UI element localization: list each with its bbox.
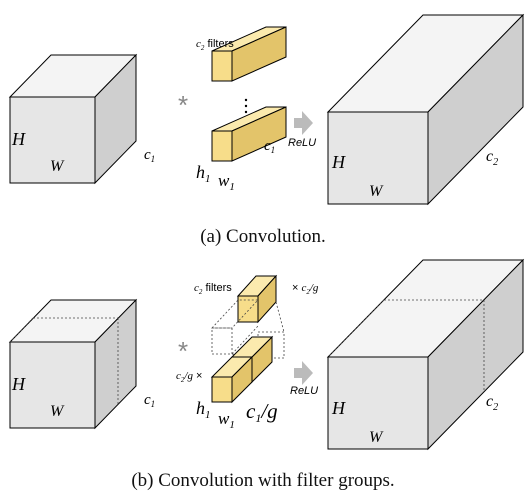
filter-width-label: w1 bbox=[218, 171, 235, 193]
output-block-b: H W c2 bbox=[326, 258, 525, 451]
output-width-label: W bbox=[369, 429, 384, 446]
convolution-operator-b: * bbox=[178, 336, 188, 366]
input-block-a: H W c1 bbox=[8, 53, 155, 185]
output-channels-label: c2 bbox=[486, 393, 498, 413]
output-width-label: W bbox=[369, 183, 384, 200]
output-channels-label: c2 bbox=[486, 148, 498, 168]
relu-arrow-a: ReLU bbox=[288, 111, 316, 149]
input-height-label: H bbox=[11, 129, 26, 149]
filter-stack-a: c2 filters h1 w1 c1 bbox=[196, 26, 287, 193]
panel-a: H W c1 * c2 filters h1 w1 c1 bbox=[8, 13, 525, 247]
output-block-a: H W c2 bbox=[326, 13, 525, 206]
relu-label-a: ReLU bbox=[288, 137, 316, 149]
output-height-label: H bbox=[331, 152, 346, 172]
filter-count-label: c2 filters bbox=[194, 282, 232, 296]
relu-arrow-b: ReLU bbox=[290, 361, 318, 397]
input-width-label: W bbox=[50, 158, 65, 175]
input-height-label: H bbox=[11, 374, 26, 394]
filter-height-label: h1 bbox=[196, 162, 211, 185]
input-block-b: H W c1 bbox=[8, 298, 155, 430]
caption-a: (a) Convolution. bbox=[200, 226, 326, 247]
filter-depth-label: c1/g bbox=[246, 399, 278, 425]
convolution-operator-a: * bbox=[178, 90, 188, 120]
filter-width-label: w1 bbox=[218, 409, 235, 431]
input-channels-label: c1 bbox=[144, 392, 155, 409]
filter-depth-label: c1 bbox=[264, 138, 275, 155]
group-multiplier-left: c2/g × bbox=[176, 370, 202, 384]
caption-b: (b) Convolution with filter groups. bbox=[131, 470, 394, 491]
group-multiplier-top: × c2/g bbox=[292, 282, 319, 296]
relu-label-b: ReLU bbox=[290, 385, 318, 397]
filter-height-label: h1 bbox=[196, 398, 211, 421]
filter-count-label: c2 filters bbox=[196, 38, 234, 52]
input-width-label: W bbox=[50, 403, 65, 420]
filter-stack-b: c2 filters × c2/g c2/g × h1 w1 c1/g bbox=[176, 274, 319, 431]
output-height-label: H bbox=[331, 398, 346, 418]
input-channels-label: c1 bbox=[144, 147, 155, 164]
panel-b: H W c1 * c2 filters × c2/g bbox=[8, 258, 525, 491]
